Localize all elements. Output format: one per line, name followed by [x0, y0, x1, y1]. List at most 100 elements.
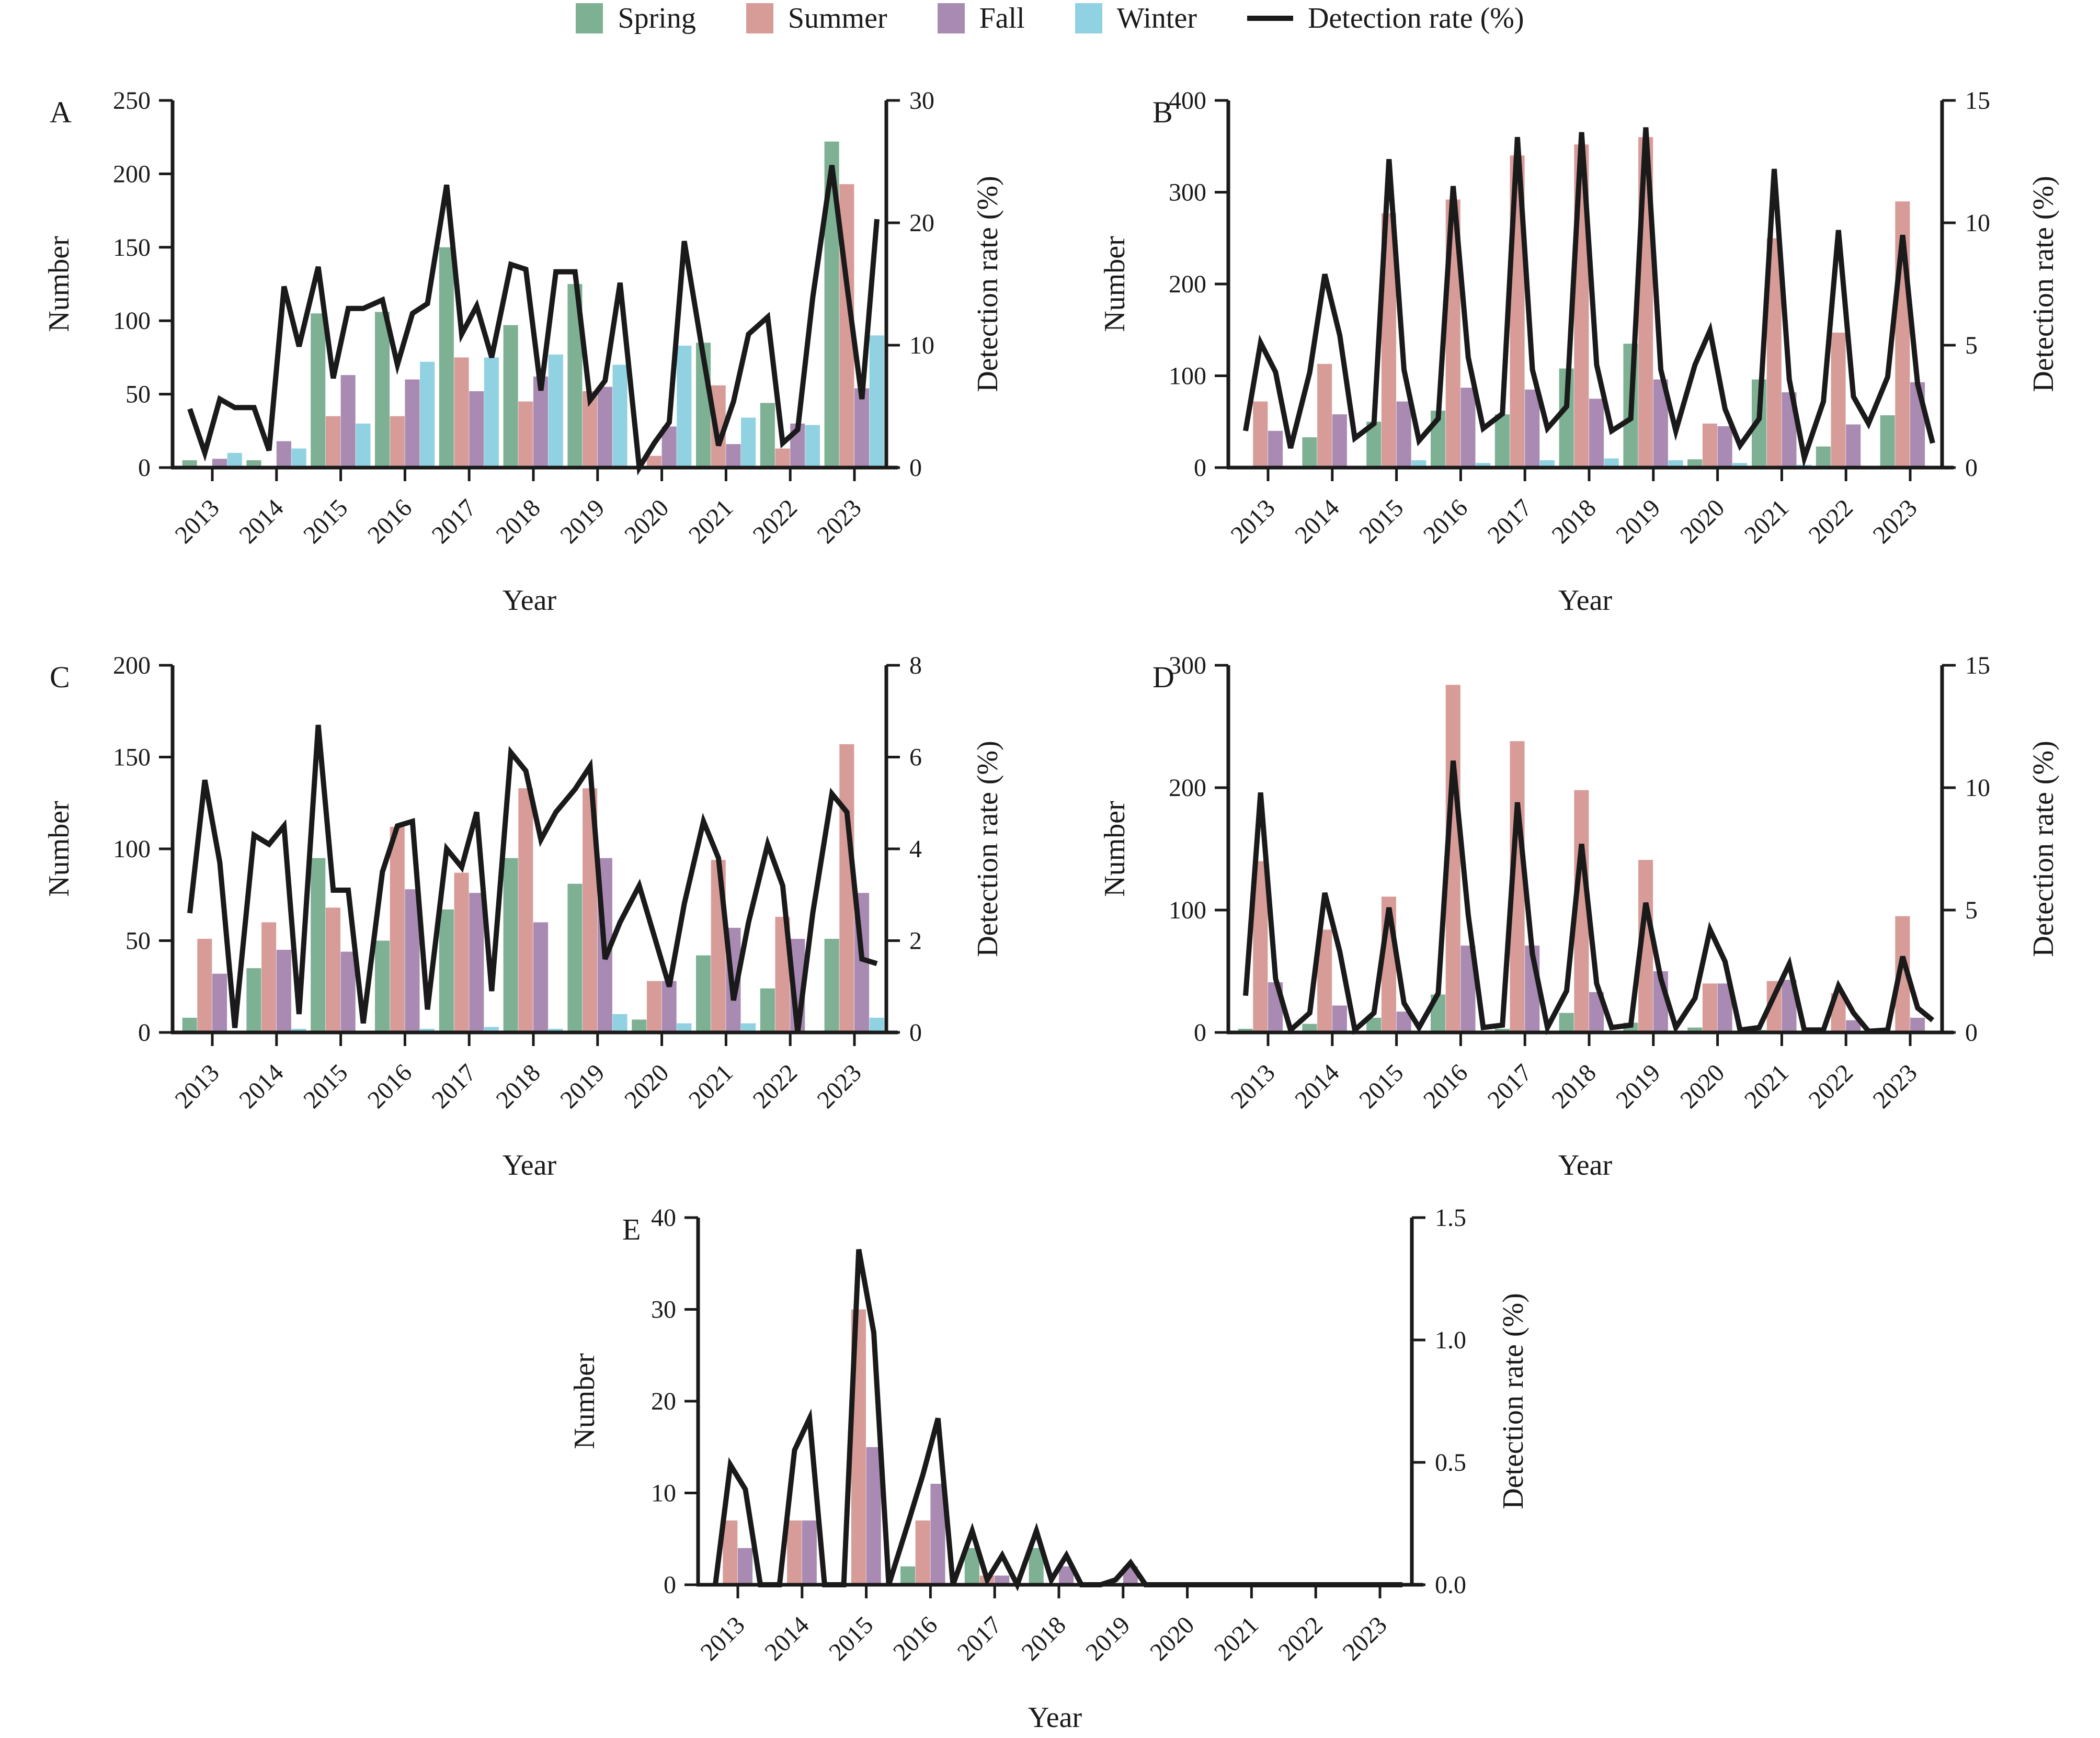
svg-text:2022: 2022 — [748, 1059, 803, 1114]
svg-text:10: 10 — [1965, 209, 1990, 237]
svg-text:2017: 2017 — [1482, 1059, 1537, 1114]
svg-text:2023: 2023 — [812, 1059, 866, 1114]
svg-text:2015: 2015 — [824, 1611, 878, 1666]
svg-text:2023: 2023 — [1867, 494, 1922, 549]
svg-text:Detection rate (%): Detection rate (%) — [972, 741, 1004, 957]
legend-label-detection-rate: Detection rate (%) — [1307, 2, 1524, 35]
svg-text:2014: 2014 — [759, 1611, 814, 1666]
svg-text:2021: 2021 — [683, 494, 738, 549]
panel-B-label: B — [1152, 95, 1173, 129]
svg-text:Number: Number — [1099, 236, 1131, 332]
svg-text:0: 0 — [909, 454, 922, 482]
svg-text:2018: 2018 — [1546, 1059, 1601, 1114]
legend-label-spring: Spring — [618, 2, 696, 35]
svg-text:2023: 2023 — [812, 494, 866, 549]
svg-text:20: 20 — [909, 209, 934, 237]
legend-item-winter: Winter — [1075, 3, 1197, 33]
svg-text:Number: Number — [43, 236, 75, 332]
svg-text:2014: 2014 — [1289, 1059, 1344, 1114]
spring-swatch-icon — [576, 3, 603, 33]
svg-text:100: 100 — [113, 307, 151, 335]
panel-A-label: A — [50, 95, 72, 129]
svg-text:2022: 2022 — [1804, 1059, 1858, 1114]
legend: Spring Summer Fall Winter Detection rate… — [0, 3, 2100, 33]
legend-label-winter: Winter — [1116, 2, 1197, 35]
svg-text:Detection rate (%): Detection rate (%) — [972, 176, 1004, 392]
svg-text:2019: 2019 — [1080, 1611, 1135, 1666]
svg-text:Number: Number — [568, 1353, 601, 1449]
summer-swatch-icon — [746, 3, 773, 33]
svg-text:50: 50 — [125, 927, 151, 955]
svg-text:1.5: 1.5 — [1435, 1204, 1466, 1232]
svg-text:2018: 2018 — [490, 1059, 545, 1114]
svg-text:2013: 2013 — [695, 1611, 750, 1666]
svg-text:2014: 2014 — [234, 494, 289, 549]
svg-text:4: 4 — [909, 835, 922, 863]
legend-item-fall: Fall — [937, 3, 1025, 33]
svg-text:30: 30 — [909, 87, 934, 115]
panel-E-label: E — [622, 1212, 641, 1246]
svg-text:2023: 2023 — [1867, 1059, 1922, 1114]
svg-text:Detection rate (%): Detection rate (%) — [2027, 176, 2060, 392]
svg-text:2017: 2017 — [1482, 494, 1537, 549]
svg-text:Year: Year — [1028, 1701, 1082, 1734]
svg-text:2018: 2018 — [1546, 494, 1601, 549]
legend-item-spring: Spring — [576, 2, 696, 35]
svg-text:1.0: 1.0 — [1435, 1326, 1466, 1354]
svg-text:150: 150 — [113, 744, 151, 771]
svg-text:15: 15 — [1965, 652, 1990, 679]
svg-text:2015: 2015 — [298, 494, 353, 549]
svg-text:300: 300 — [1169, 652, 1206, 679]
svg-text:2013: 2013 — [169, 494, 224, 549]
panel-C-label: C — [50, 660, 70, 694]
svg-text:0: 0 — [1194, 1019, 1206, 1047]
svg-text:400: 400 — [1169, 87, 1206, 115]
winter-swatch-icon — [1075, 3, 1102, 33]
panel-C: C 0 50 100 150 200 0 2 4 6 8 2013 2014 2015 2016 2017 2… — [24, 643, 1035, 1185]
svg-text:0: 0 — [1194, 454, 1206, 482]
svg-text:0: 0 — [138, 1019, 151, 1047]
fall-swatch-icon — [937, 3, 965, 33]
svg-text:2020: 2020 — [1675, 494, 1730, 549]
svg-text:200: 200 — [113, 160, 151, 188]
svg-text:200: 200 — [113, 652, 151, 679]
panel-D-label: D — [1152, 660, 1174, 694]
svg-text:15: 15 — [1965, 87, 1990, 115]
svg-text:2016: 2016 — [1418, 1059, 1473, 1114]
panel-A: A 0 50 100 150 200 250 0 10 20 30 2013 2014 2015 2016… — [24, 78, 1035, 620]
legend-item-detection-rate: Detection rate (%) — [1247, 4, 1524, 33]
svg-text:0.5: 0.5 — [1435, 1449, 1466, 1476]
svg-text:2019: 2019 — [555, 1059, 610, 1114]
svg-text:10: 10 — [651, 1480, 676, 1507]
svg-text:2015: 2015 — [298, 1059, 353, 1114]
svg-text:2019: 2019 — [1611, 494, 1665, 549]
svg-text:2020: 2020 — [1675, 1059, 1730, 1114]
svg-text:0: 0 — [138, 454, 151, 482]
svg-text:40: 40 — [651, 1204, 676, 1232]
svg-text:2022: 2022 — [748, 494, 803, 549]
svg-text:250: 250 — [113, 87, 151, 115]
panel-B: B 0 100 200 300 400 0 5 10 15 2013 2014 2015 2016 201… — [1079, 78, 2091, 620]
svg-text:2019: 2019 — [1611, 1059, 1665, 1114]
legend-label-summer: Summer — [788, 2, 887, 35]
svg-text:Year: Year — [1558, 584, 1613, 617]
svg-text:2023: 2023 — [1337, 1611, 1392, 1666]
svg-text:6: 6 — [909, 744, 922, 771]
svg-text:0: 0 — [909, 1019, 922, 1047]
svg-text:0: 0 — [1965, 454, 1978, 482]
svg-text:100: 100 — [1169, 362, 1206, 390]
svg-text:200: 200 — [1169, 270, 1206, 298]
svg-text:5: 5 — [1965, 332, 1978, 359]
svg-text:20: 20 — [651, 1388, 676, 1415]
svg-text:2018: 2018 — [1016, 1611, 1071, 1666]
svg-text:2016: 2016 — [362, 494, 417, 549]
svg-text:2016: 2016 — [888, 1611, 943, 1666]
svg-text:2020: 2020 — [1145, 1611, 1200, 1666]
svg-text:Number: Number — [43, 801, 75, 897]
panel-D: D 0 100 200 300 0 5 10 15 2013 2014 2015 2016 2017 20… — [1079, 643, 2091, 1185]
